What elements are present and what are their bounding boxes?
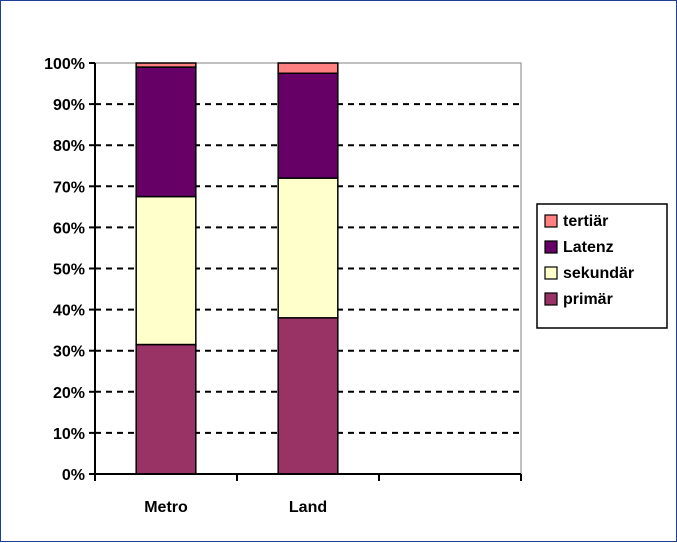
bar-segment-land-tertiar [277,62,339,75]
bar-segment-metro-tertiar [135,62,197,68]
legend-label-tertiar: tertiär [563,213,608,230]
bar-segment-land-latenz [277,72,339,179]
legend-label-latenz: Latenz [563,239,614,256]
y-tick-label: 100% [44,56,85,73]
bar-segment-metro-primar [135,343,197,475]
bar-segment-metro-latenz [135,66,197,198]
y-tick-label: 80% [53,138,85,155]
y-axis-tick-labels: 0% 10% 20% 30% 40% 50% 60% 70% 80% 90% 100% [44,56,85,484]
legend-swatch-tertiar [544,214,558,228]
y-tick-label: 40% [53,303,85,320]
y-tick-label: 0% [62,467,85,484]
y-tick-label: 60% [53,220,85,237]
y-tick-label: 30% [53,344,85,361]
y-tick-label: 70% [53,179,85,196]
legend-swatch-latenz [544,240,558,254]
x-tick-label: Metro [144,499,188,516]
y-tick-label: 90% [53,97,85,114]
bar-segment-land-sekundar [277,177,339,319]
x-tick-label: Land [289,499,327,516]
bar-segment-metro-sekundar [135,195,197,346]
legend-label-primar: primär [563,291,613,308]
legend-box [536,203,668,329]
bars [135,62,339,475]
bar-segment-land-primar [277,317,339,475]
legend: tertiär Latenz sekundär primär [536,203,668,329]
legend-swatch-sekundar [544,266,558,280]
legend-label-sekundar: sekundär [563,265,634,282]
legend-swatch-primar [544,292,558,306]
y-tick-label: 10% [53,426,85,443]
axes [89,62,522,481]
y-tick-label: 20% [53,385,85,402]
y-tick-label: 50% [53,262,85,279]
x-axis-tick-labels: Metro Land [144,499,327,516]
